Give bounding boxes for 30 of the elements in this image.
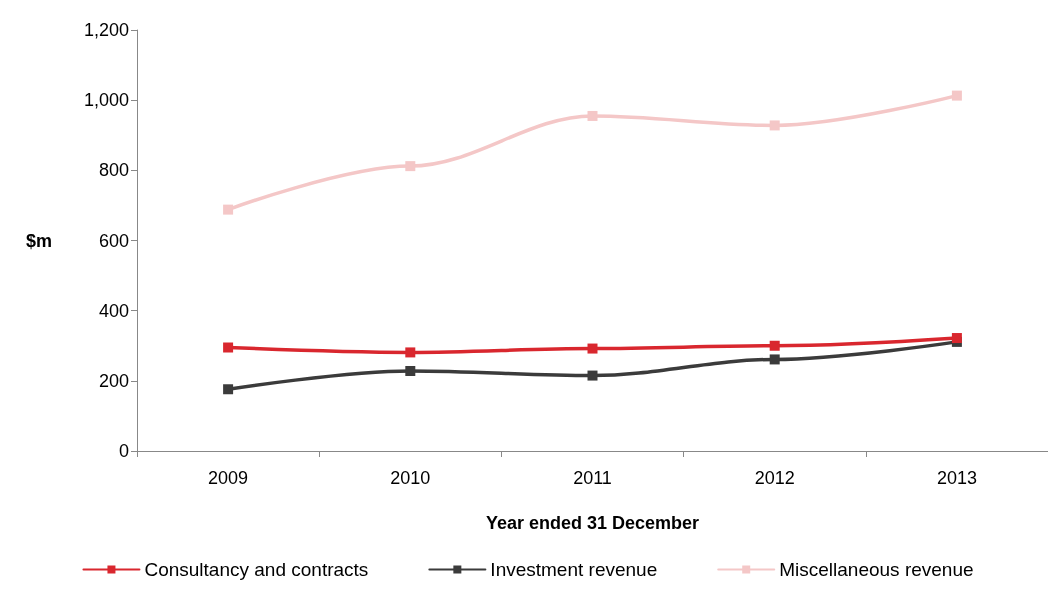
point — [769, 354, 780, 365]
x-tick-label: 2010 — [390, 468, 431, 488]
x-tick-label: 2011 — [573, 468, 612, 488]
point — [223, 342, 234, 353]
x-tick-label: 2013 — [936, 468, 977, 488]
x-axis-title: Year ended 31 December — [485, 513, 700, 533]
point — [587, 110, 598, 121]
legend-label: Miscellaneous revenue — [779, 559, 974, 580]
y-tick-label: 1,200 — [83, 20, 129, 40]
y-tick-label: 400 — [98, 300, 129, 321]
point — [405, 366, 416, 377]
point — [223, 384, 234, 395]
y-tick-label: 200 — [98, 370, 129, 391]
point — [223, 204, 234, 215]
y-tick-label: 1,000 — [83, 90, 129, 111]
y-axis-title: $m — [25, 230, 52, 251]
point — [405, 347, 416, 358]
x-tick-label: 2012 — [754, 468, 795, 488]
y-tick-label: 0 — [118, 441, 129, 461]
y-tick-label: 800 — [98, 160, 129, 181]
point — [587, 343, 598, 354]
point — [769, 120, 780, 131]
legend-label: Investment revenue — [490, 559, 658, 580]
y-tick-label: 600 — [98, 230, 129, 251]
x-tick-label: 2009 — [208, 468, 249, 488]
legend-label: Consultancy and contracts — [144, 559, 369, 580]
point — [769, 340, 780, 351]
point — [587, 370, 598, 381]
point — [405, 161, 416, 172]
point — [951, 90, 962, 101]
